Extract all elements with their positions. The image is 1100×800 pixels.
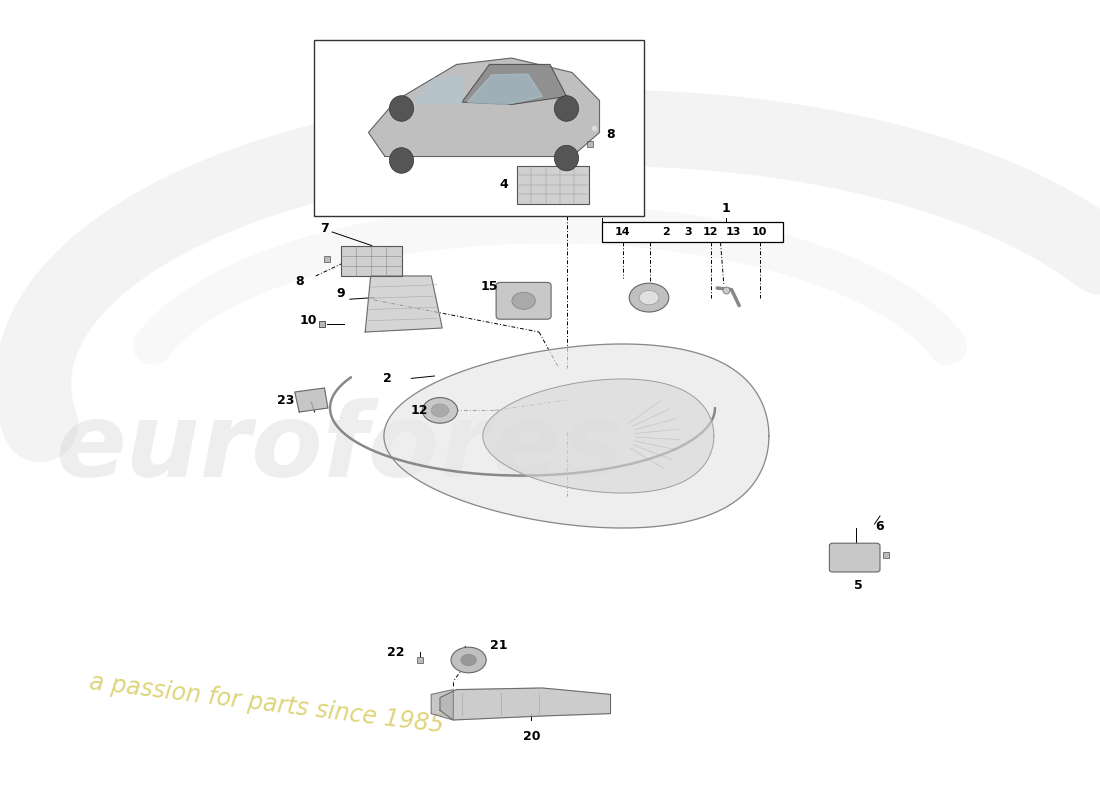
- Circle shape: [422, 398, 458, 423]
- Polygon shape: [384, 344, 769, 528]
- Polygon shape: [468, 74, 542, 105]
- Text: 15: 15: [481, 280, 498, 293]
- Bar: [341, 246, 402, 276]
- Circle shape: [629, 283, 669, 312]
- Polygon shape: [462, 65, 566, 105]
- Circle shape: [639, 290, 659, 305]
- Ellipse shape: [389, 148, 414, 174]
- Text: 21: 21: [490, 639, 507, 652]
- Polygon shape: [440, 688, 610, 720]
- Text: 8: 8: [606, 128, 615, 141]
- Text: 5: 5: [854, 579, 862, 592]
- Text: 6: 6: [876, 520, 884, 533]
- Text: 20: 20: [522, 730, 540, 743]
- Polygon shape: [365, 276, 442, 332]
- Bar: [314, 40, 644, 216]
- Text: 2: 2: [383, 372, 392, 385]
- Polygon shape: [483, 379, 714, 493]
- Text: 7: 7: [320, 222, 329, 234]
- Polygon shape: [431, 690, 453, 720]
- Text: 4: 4: [499, 178, 508, 190]
- Text: 8: 8: [295, 275, 304, 288]
- Text: eurofores: eurofores: [55, 398, 624, 498]
- Bar: [602, 222, 783, 242]
- Ellipse shape: [389, 96, 414, 122]
- Circle shape: [431, 404, 449, 417]
- Polygon shape: [368, 58, 600, 157]
- Text: 9: 9: [337, 287, 345, 300]
- Text: 10: 10: [299, 314, 317, 326]
- FancyBboxPatch shape: [496, 282, 551, 319]
- Circle shape: [451, 647, 486, 673]
- Circle shape: [461, 654, 476, 666]
- Text: 10: 10: [752, 227, 768, 237]
- Text: 12: 12: [703, 227, 718, 237]
- Text: 14: 14: [615, 227, 630, 237]
- Text: a passion for parts since 1985: a passion for parts since 1985: [88, 670, 446, 738]
- Ellipse shape: [554, 96, 579, 122]
- Text: 1: 1: [722, 202, 730, 214]
- Ellipse shape: [554, 146, 579, 171]
- Circle shape: [512, 292, 536, 310]
- Text: 13: 13: [726, 227, 741, 237]
- Text: 2: 2: [662, 227, 670, 237]
- Polygon shape: [295, 388, 328, 412]
- Text: 12: 12: [410, 404, 428, 417]
- Text: 3: 3: [684, 227, 692, 237]
- Text: 22: 22: [387, 646, 405, 658]
- Bar: [517, 166, 588, 204]
- Text: 23: 23: [277, 394, 295, 406]
- FancyBboxPatch shape: [829, 543, 880, 572]
- Polygon shape: [412, 77, 462, 105]
